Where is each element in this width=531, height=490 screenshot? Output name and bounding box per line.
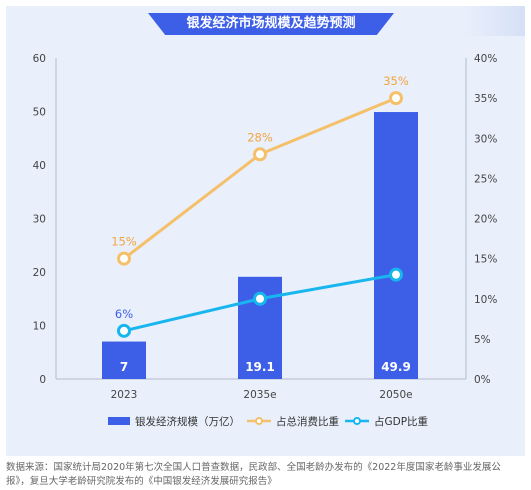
y-left-tick-label: 0 (39, 374, 46, 386)
consumption-point (117, 251, 131, 266)
bar-data-label: 19.1 (245, 360, 275, 374)
bar-data-label: 49.9 (381, 360, 411, 374)
y-right-tick-label: 5% (474, 334, 491, 346)
source-note: 数据来源：国家统计局2020年第七次全国人口普查数据，民政部、全国老龄办发布的《… (6, 462, 501, 487)
y-right-tick-label: 20% (474, 214, 497, 226)
legend-label-gdp: 占GDP比重 (374, 415, 428, 428)
legend-label-bar: 银发经济规模（万亿） (135, 415, 240, 428)
y-right-tick-label: 35% (474, 93, 497, 105)
y-right-tick-label: 40% (474, 53, 497, 65)
y-right-tick-label: 10% (474, 294, 497, 306)
y-left-tick-label: 20 (33, 267, 46, 279)
y-left-tick-label: 30 (33, 214, 46, 226)
y-left-tick-label: 10 (33, 321, 46, 333)
legend-label-consumption: 占总消费比重 (276, 415, 339, 428)
bar (102, 341, 146, 379)
consumption-data-label: 15% (111, 235, 137, 249)
y-right-tick-label: 0% (474, 374, 491, 386)
bar (374, 112, 418, 379)
y-left-tick-label: 50 (33, 107, 46, 119)
consumption-data-label: 35% (383, 74, 409, 88)
y-right-tick-label: 30% (474, 133, 497, 145)
chart-title: 银发经济市场规模及趋势预测 (148, 13, 394, 35)
bar-data-label: 7 (120, 360, 128, 374)
gdp-data-label: 13% (383, 251, 409, 265)
consumption-data-label: 28% (247, 130, 273, 144)
consumption-line (123, 96, 397, 260)
x-tick-label: 2035e (243, 389, 276, 401)
gdp-data-label: 6% (115, 307, 133, 321)
consumption-point (389, 91, 403, 106)
chart-panel: 银发经济市场规模及趋势预测 (6, 6, 525, 456)
gdp-point (117, 323, 131, 338)
legend-marker-gdp (353, 417, 361, 425)
legend-marker-consumption (255, 417, 263, 425)
y-right-tick-label: 15% (474, 254, 497, 266)
gdp-point (253, 291, 267, 306)
legend-swatch-bar (108, 417, 130, 425)
y-left-tick-label: 40 (33, 160, 46, 172)
x-tick-label: 2050e (379, 389, 412, 401)
y-right-tick-label: 25% (474, 173, 497, 185)
consumption-point (253, 147, 267, 162)
gdp-data-label: 10% (247, 275, 273, 289)
x-tick-label: 2023 (111, 389, 138, 401)
y-left-tick-label: 60 (33, 53, 46, 65)
header-decoration (465, 6, 525, 36)
gdp-point (389, 267, 403, 282)
